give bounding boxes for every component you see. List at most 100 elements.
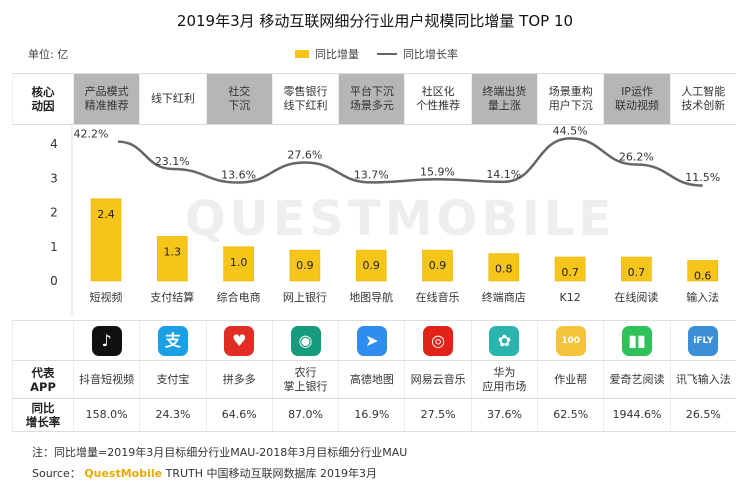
line-value-label: 27.6% — [287, 149, 322, 162]
watermark: QUESTMOBILE — [185, 191, 615, 247]
driver-cell: 平台下沉 场景多元 — [338, 74, 405, 124]
app-growth-value: 37.6% — [470, 399, 537, 431]
iqiyi-reading-icon: ▮▮ — [622, 325, 653, 356]
app-name: 抖音短视频 — [73, 361, 139, 398]
app-name: 支付宝 — [139, 361, 205, 398]
line-value-label: 15.9% — [420, 165, 455, 178]
huawei-appgallery-icon: ✿ — [489, 325, 520, 356]
source-prefix: Source： — [32, 467, 81, 480]
y-tick-label: 3 — [50, 171, 58, 185]
growth-row: 同比 增长率 158.0% 24.3% 64.6% 87.0% 16.9% 27.5% 37… — [12, 398, 736, 432]
bar-value-label: 0.9 — [362, 259, 380, 272]
chart-svg: 0 1 2 3 4 QUESTMOBILE 2.4 1.3 1.0 0.9 0.9 0.9 0.8 0.7… — [50, 125, 720, 315]
bar — [488, 253, 520, 282]
x-tick-label: 支付结算 — [150, 290, 194, 304]
apps-row: 代表 APP 抖音短视频 支付宝 拼多多 农行 掌上银行 高德地图 网易云音乐 华为 应用市… — [12, 360, 736, 398]
bar-value-label: 0.9 — [429, 259, 447, 272]
growth-rate-line — [117, 137, 703, 187]
douyin-icon: ♪ — [91, 325, 122, 356]
y-tick-label: 2 — [50, 206, 58, 220]
driver-cell: 社区化 个性推荐 — [404, 74, 470, 124]
pinduoduo-icon: ♥ — [224, 325, 255, 356]
x-tick-label: 网上银行 — [283, 290, 327, 304]
app-icon-cell: ▮▮ — [603, 321, 669, 360]
unit-label: 单位: 亿 — [28, 48, 69, 61]
app-growth-value: 1944.6% — [603, 399, 669, 431]
app-name: 高德地图 — [338, 361, 404, 398]
x-tick-label: 在线音乐 — [416, 290, 460, 304]
legend-line-label: 同比增长率 — [403, 48, 458, 61]
app-icon-cell: ◎ — [404, 321, 470, 360]
bar — [554, 256, 586, 282]
bar-value-label: 2.4 — [97, 208, 115, 221]
bar-value-label: 0.7 — [561, 266, 579, 279]
app-name: 作业帮 — [537, 361, 603, 398]
app-icon-cell: 支 — [139, 321, 205, 360]
app-icon-cell: ♥ — [205, 321, 272, 360]
app-name: 网易云音乐 — [404, 361, 470, 398]
bar — [687, 260, 719, 282]
x-tick-label: 终端商店 — [482, 290, 526, 304]
app-growth-value: 158.0% — [73, 399, 139, 431]
iflytek-input-icon: iFLY — [688, 325, 719, 356]
driver-cell: 社交 下沉 — [205, 74, 272, 124]
amap-icon: ➤ — [356, 325, 387, 356]
app-growth-value: 27.5% — [404, 399, 470, 431]
bar — [621, 256, 652, 282]
line-value-label: 13.7% — [354, 168, 389, 181]
app-name: 爱奇艺阅读 — [603, 361, 669, 398]
app-name: 讯飞输入法 — [669, 361, 736, 398]
line-value-label: 44.5% — [553, 125, 588, 137]
footnote: 注：同比增量=2019年3月目标细分行业MAU-2018年3月目标细分行业MAU — [32, 446, 408, 459]
y-tick-label: 1 — [50, 240, 58, 254]
bar — [223, 246, 254, 282]
apps-label: 代表 APP — [12, 361, 73, 398]
source-line: Source： QuestMobile TRUTH 中国移动互联网数据库 201… — [32, 465, 377, 481]
chart-area: 0 1 2 3 4 QUESTMOBILE 2.4 1.3 1.0 0.9 0.9 0.9 0.8 0.7… — [0, 125, 750, 315]
driver-cell: 零售银行 线下红利 — [271, 74, 338, 124]
app-icon-cell: ◉ — [271, 321, 338, 360]
app-growth-value: 24.3% — [139, 399, 205, 431]
driver-cell: IP运作 联动视频 — [603, 74, 670, 124]
app-icon-cell: ✿ — [470, 321, 537, 360]
app-name: 拼多多 — [205, 361, 272, 398]
app-growth-value: 87.0% — [271, 399, 338, 431]
line-value-label: 42.2% — [74, 128, 109, 141]
netease-music-icon: ◎ — [423, 325, 454, 356]
legend: 同比增量 同比增长率 — [295, 46, 458, 62]
drivers-label: 核心 动因 — [12, 74, 73, 124]
line-value-label: 14.1% — [486, 168, 521, 181]
legend-bar-label: 同比增量 — [315, 48, 359, 61]
y-tick-label: 0 — [50, 274, 58, 288]
drivers-row: 核心 动因 产品模式 精准推荐 线下红利 社交 下沉 零售银行 线下红利 平台下沉 场景… — [12, 73, 736, 125]
x-tick-label: 综合电商 — [217, 290, 261, 304]
bar-value-label: 0.8 — [495, 263, 513, 276]
bar — [157, 236, 188, 282]
app-icon-cell: ♪ — [73, 321, 139, 360]
driver-cell: 终端出货 量上涨 — [470, 74, 538, 124]
x-tick-label: 短视频 — [90, 290, 123, 304]
x-tick-label: 在线阅读 — [614, 290, 658, 304]
x-tick-label: K12 — [559, 291, 580, 304]
app-growth-value: 62.5% — [537, 399, 603, 431]
driver-cell: 产品模式 精准推荐 — [73, 74, 140, 124]
source-rest: TRUTH 中国移动互联网数据库 2019年3月 — [165, 467, 377, 480]
driver-cell: 场景重构 用户下沉 — [537, 74, 603, 124]
alipay-icon: 支 — [157, 325, 188, 356]
bar — [422, 249, 453, 282]
icons-label-blank — [12, 321, 73, 360]
bar-value-label: 0.6 — [694, 269, 712, 282]
line-value-label: 23.1% — [155, 155, 190, 168]
line-value-label: 13.6% — [221, 169, 256, 182]
line-value-label: 11.5% — [685, 171, 720, 184]
driver-cell: 人工智能 技术创新 — [669, 74, 736, 124]
bar-value-label: 0.7 — [628, 266, 646, 279]
x-tick-label: 地图导航 — [349, 290, 393, 304]
x-tick-label: 输入法 — [686, 290, 719, 304]
app-growth-value: 16.9% — [338, 399, 404, 431]
app-icon-cell: ➤ — [338, 321, 404, 360]
source-brand: QuestMobile — [84, 467, 163, 480]
bar — [355, 249, 387, 282]
growth-label: 同比 增长率 — [12, 399, 73, 431]
app-name: 农行 掌上银行 — [271, 361, 338, 398]
